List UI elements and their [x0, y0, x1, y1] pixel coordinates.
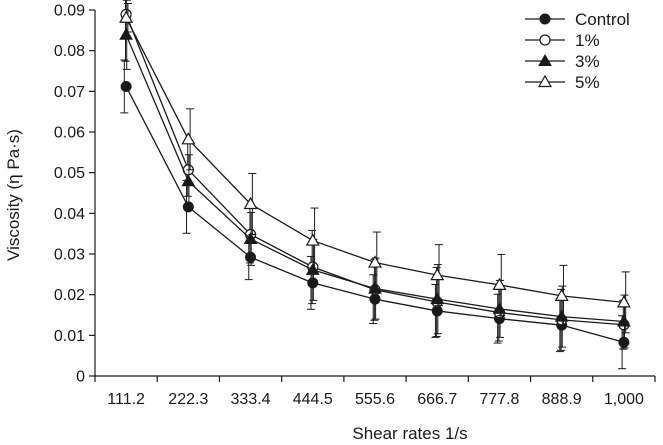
- y-tick-label: 0.03: [54, 247, 85, 264]
- data-point: [182, 201, 194, 213]
- data-point: [243, 196, 258, 210]
- y-tick-label: 0: [76, 369, 85, 386]
- data-point: [181, 174, 196, 187]
- data-point: [492, 301, 507, 314]
- axes: 0 0.01 0.02 0.03 0.04 0.05 0.06 0.07 0.08 0.09 111…: [54, 3, 656, 408]
- data-point: [119, 10, 134, 23]
- legend-label: 1%: [575, 31, 600, 50]
- data-point: [554, 309, 569, 322]
- data-point: [367, 255, 383, 268]
- y-tick-label: 0.06: [54, 125, 85, 142]
- y-tick-label: 0.02: [54, 287, 85, 304]
- series-layer: [119, 0, 631, 370]
- legend-marker: [538, 53, 552, 66]
- x-tick-label: 888.9: [542, 391, 582, 408]
- legend-label: 3%: [575, 52, 600, 71]
- x-tick-label: 1,000: [604, 391, 644, 408]
- legend: Control 1% 3% 5%: [525, 10, 630, 92]
- y-tick-label: 0.09: [54, 3, 85, 20]
- data-point: [245, 251, 257, 263]
- data-point: [119, 27, 133, 40]
- data-point: [492, 277, 507, 291]
- series-2: [119, 0, 631, 349]
- legend-marker: [539, 34, 551, 46]
- data-point: [305, 233, 320, 246]
- data-point: [430, 267, 445, 281]
- y-tick-label: 0.01: [54, 328, 85, 345]
- data-point: [181, 132, 196, 145]
- y-tick-label: 0.07: [54, 84, 85, 101]
- x-tick-label: 222.3: [168, 391, 208, 408]
- legend-marker: [537, 74, 553, 88]
- x-tick-label: 555.6: [355, 391, 395, 408]
- data-point: [120, 80, 132, 92]
- y-axis-title: Viscosity (η Pa·s): [4, 129, 23, 261]
- series-3: [119, 2, 631, 334]
- x-tick-label: 666.7: [417, 391, 457, 408]
- legend-item-3: 5%: [525, 73, 600, 92]
- x-tick-label: 777.8: [479, 391, 519, 408]
- legend-item-1: 1%: [525, 31, 600, 50]
- y-tick-label: 0.05: [54, 165, 85, 182]
- data-point: [618, 336, 630, 348]
- x-tick-label: 333.4: [231, 391, 271, 408]
- x-tick-label: 444.5: [293, 391, 333, 408]
- y-tick-label: 0.04: [54, 206, 85, 223]
- data-point: [554, 288, 569, 301]
- data-point: [305, 262, 320, 275]
- x-tick-label: 111.2: [107, 391, 145, 408]
- data-point: [430, 292, 445, 305]
- legend-label: Control: [575, 10, 630, 29]
- y-tick-label: 0.08: [54, 43, 85, 60]
- series-0: [120, 59, 630, 370]
- data-point: [616, 295, 631, 308]
- data-point: [243, 231, 258, 244]
- legend-label: 5%: [575, 73, 600, 92]
- data-point: [307, 277, 319, 289]
- series-line: [125, 34, 624, 323]
- legend-item-0: Control: [525, 10, 630, 29]
- data-point: [369, 293, 381, 305]
- legend-marker: [539, 13, 551, 25]
- data-point: [617, 314, 631, 327]
- x-axis-title: Shear rates 1/s: [352, 424, 467, 443]
- legend-item-2: 3%: [525, 52, 600, 71]
